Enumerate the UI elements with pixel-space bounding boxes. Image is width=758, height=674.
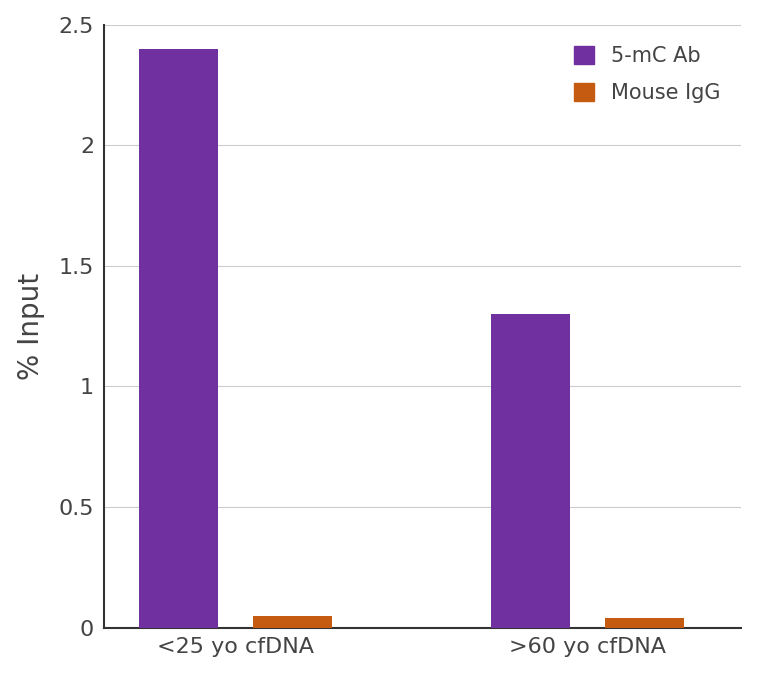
Bar [605,618,684,627]
Bar [490,314,570,627]
Y-axis label: % Input: % Input [17,272,45,379]
Legend: 5-mC Ab, Mouse IgG: 5-mC Ab, Mouse IgG [563,35,731,113]
Bar [253,615,333,627]
Bar [139,49,218,627]
